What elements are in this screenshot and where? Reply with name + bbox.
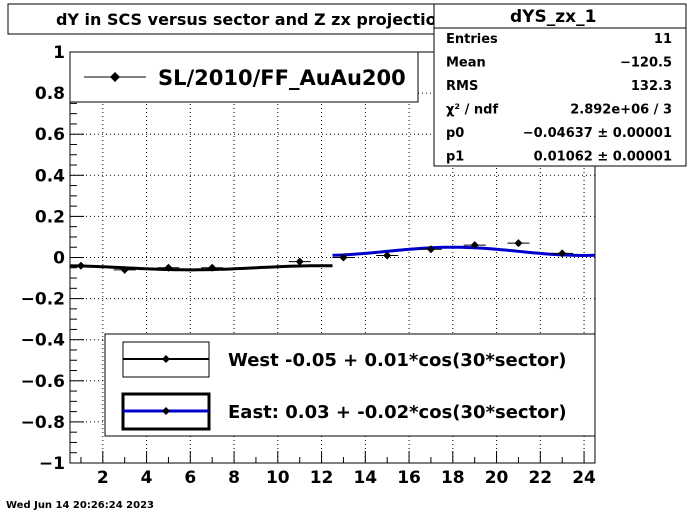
x-tick-label: 4	[141, 468, 153, 488]
stat-value: 132.3	[631, 79, 672, 94]
data-point	[514, 239, 523, 248]
stat-value: 0.01062 ± 0.00001	[534, 150, 672, 165]
data-point	[164, 263, 173, 272]
x-tick-label: 10	[266, 468, 290, 488]
west-fit-curve	[69, 264, 333, 272]
top-legend-marker	[110, 72, 120, 82]
data-point	[208, 263, 217, 272]
data-point	[426, 245, 435, 254]
east-legend-marker	[162, 407, 170, 415]
data-point	[470, 241, 479, 250]
west-legend-marker	[162, 355, 170, 363]
chart-title: dY in SCS versus sector and Z zx project…	[56, 10, 448, 29]
x-tick-label: 8	[228, 468, 240, 488]
x-tick-label: 24	[572, 468, 596, 488]
y-tick-label: 1	[53, 43, 65, 63]
y-tick-label: 0.6	[35, 125, 65, 145]
y-tick-label: −1	[39, 454, 65, 474]
stat-label: Entries	[446, 32, 498, 47]
y-tick-label: 0.4	[35, 166, 65, 186]
y-tick-label: −0.4	[21, 331, 66, 351]
x-tick-label: 20	[485, 468, 509, 488]
west-legend-label: West -0.05 + 0.01*cos(30*sector)	[228, 350, 566, 371]
y-tick-label: 0.2	[35, 207, 65, 227]
y-tick-label: 0.8	[35, 84, 65, 104]
stats-rows: Entries 11 Mean −120.5 RMS 132.3 χ² / ndf 2.892…	[446, 32, 672, 165]
stats-title: dYS_zx_1	[510, 7, 596, 27]
x-tick-label: 16	[397, 468, 421, 488]
data-point	[76, 261, 85, 270]
stat-value: 2.892e+06 / 3	[570, 103, 672, 118]
fit-layer	[69, 245, 596, 272]
y-tick-label: −0.8	[21, 413, 65, 433]
y-tick-label: −0.6	[21, 372, 65, 392]
stat-label: Mean	[446, 56, 486, 71]
timestamp: Wed Jun 14 20:26:24 2023	[6, 500, 154, 511]
x-tick-label: 2	[97, 468, 109, 488]
stat-value: −120.5	[620, 56, 672, 71]
stat-label: χ² / ndf	[446, 103, 498, 118]
stat-value: 11	[654, 32, 672, 47]
data-point	[120, 265, 129, 274]
data-point	[558, 249, 567, 258]
data-point	[383, 251, 392, 260]
data-point	[339, 253, 348, 262]
stat-label: RMS	[446, 79, 478, 94]
x-tick-label: 6	[184, 468, 196, 488]
stat-label: p1	[446, 150, 464, 165]
x-tick-label: 14	[353, 468, 377, 488]
data-point	[295, 257, 304, 266]
east-legend-label: East: 0.03 + -0.02*cos(30*sector)	[228, 402, 567, 423]
y-tick-label: −0.2	[21, 290, 65, 310]
x-tick-label: 12	[310, 468, 334, 488]
stat-label: p0	[446, 126, 464, 141]
top-legend-label: SL/2010/FF_AuAu200	[158, 66, 406, 90]
axis-layer: 2 4 6 8 10 12 14 16 18 20 22 24−1−0.8−0.6−0.4−0.200…	[21, 43, 596, 488]
title-box	[7, 3, 497, 35]
x-tick-label: 18	[441, 468, 465, 488]
stats-box	[433, 3, 687, 167]
y-tick-label: 0	[53, 249, 65, 269]
east-fit-curve	[332, 245, 596, 257]
point-layer	[69, 239, 574, 274]
x-tick-label: 22	[528, 468, 552, 488]
stat-value: −0.04637 ± 0.00001	[523, 126, 672, 141]
